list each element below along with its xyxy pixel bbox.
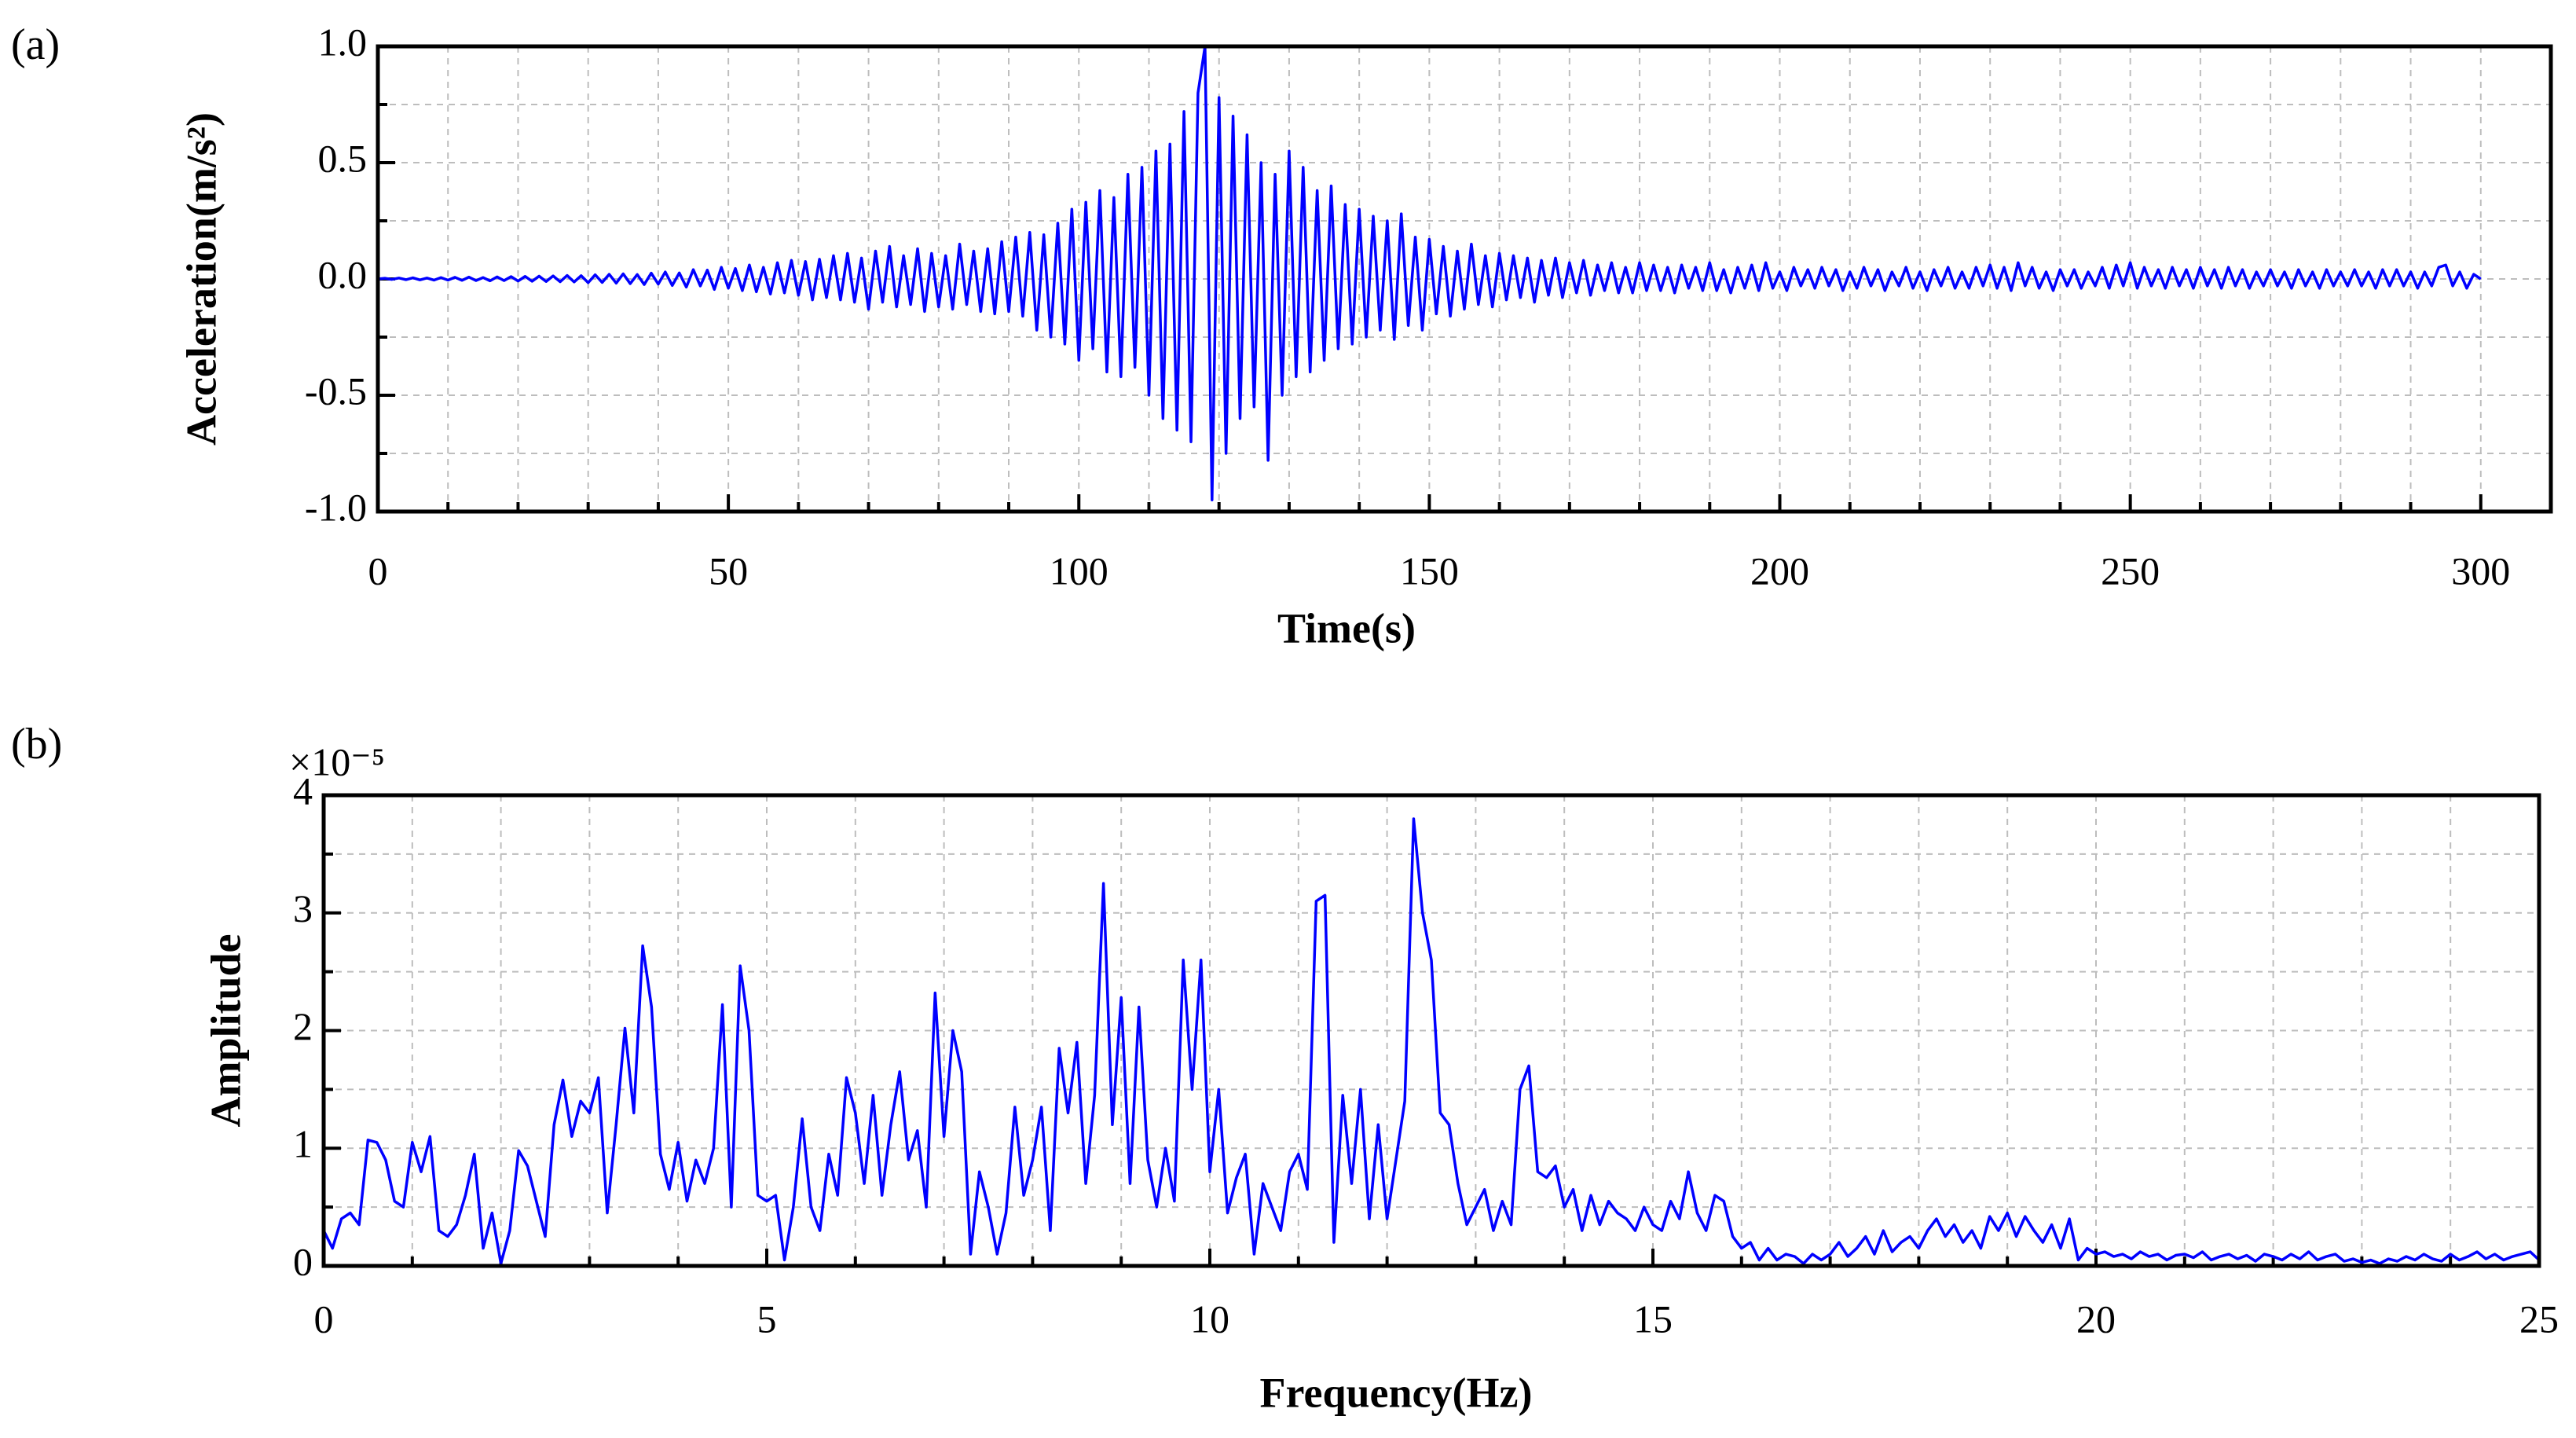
x-tick-label: 150 [1400, 548, 1459, 592]
y-tick-label: 2 [293, 1004, 313, 1048]
x-tick-label: 250 [2101, 548, 2160, 592]
x-tick-label: 5 [757, 1297, 777, 1341]
plot-frame [321, 793, 2541, 1268]
x-axis-label: Time(s) [1277, 604, 1416, 651]
x-tick-label: 300 [2451, 548, 2510, 592]
x-tick-label: 20 [2076, 1297, 2116, 1341]
y-tick-label: 0.0 [318, 252, 368, 296]
y-axis-label: Acceleration(m/s²) [178, 112, 225, 446]
x-tick-label: 25 [2519, 1297, 2559, 1341]
plot-frame [376, 44, 2553, 514]
x-tick-label: 200 [1750, 548, 1809, 592]
panel-label: (b) [11, 720, 62, 769]
x-tick-label: 0 [314, 1297, 334, 1341]
data-line [377, 45, 2482, 501]
y-tick-label: 1.0 [318, 20, 368, 64]
y-tick-label: -1.0 [305, 485, 367, 529]
x-tick-label: 0 [368, 548, 388, 592]
y-tick-label: 0 [293, 1239, 313, 1283]
data-line [322, 817, 2541, 1265]
panel-label: (a) [11, 20, 60, 69]
x-axis-label: Frequency(Hz) [1260, 1369, 1533, 1416]
y-tick-label: 3 [293, 886, 313, 930]
y-tick-label: -0.5 [305, 369, 367, 413]
y-tick-label: 4 [293, 769, 313, 813]
x-tick-label: 100 [1050, 548, 1108, 592]
x-tick-label: 15 [1633, 1297, 1673, 1341]
y-tick-label: 1 [293, 1122, 313, 1166]
y-tick-label: 0.5 [318, 136, 368, 180]
x-tick-label: 50 [709, 548, 748, 592]
x-tick-label: 10 [1190, 1297, 1229, 1341]
y-axis-label: Amplitude [202, 934, 249, 1127]
y-multiplier: ×10⁻⁵ [289, 739, 385, 783]
